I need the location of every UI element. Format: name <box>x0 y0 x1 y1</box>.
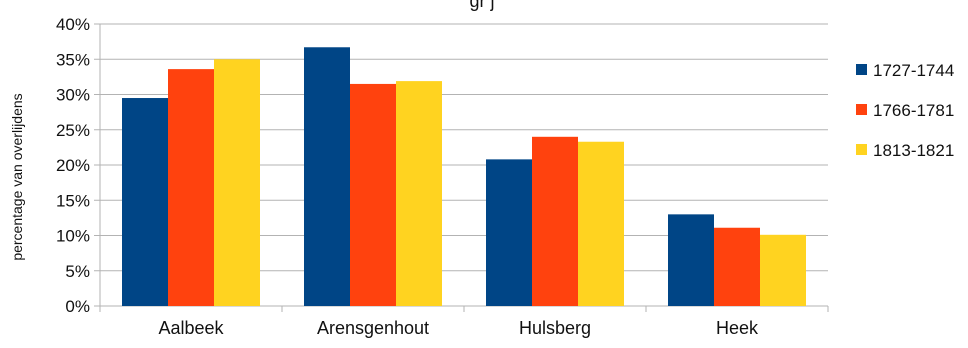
y-tick-label: 40% <box>56 15 90 34</box>
bar <box>304 47 350 306</box>
legend-swatch <box>856 144 867 155</box>
bar <box>578 141 624 306</box>
bar <box>760 234 806 306</box>
bar <box>486 159 532 306</box>
bar <box>168 69 214 307</box>
y-axis-title: percentage van overlijdens <box>9 93 25 260</box>
legend-label: 1766-1781 <box>873 101 954 120</box>
bar <box>122 98 168 307</box>
x-category-label: Hulsberg <box>519 318 591 338</box>
x-category-label: Heek <box>716 318 759 338</box>
bar <box>350 83 396 306</box>
legend-label: 1813-1821 <box>873 141 954 160</box>
legend: 1727-1744 1766-1781 1813-1821 <box>856 61 954 160</box>
x-category-label: Aalbeek <box>158 318 224 338</box>
y-tick-label: 0% <box>65 297 90 316</box>
y-tick-label: 10% <box>56 227 90 246</box>
bar <box>396 81 442 306</box>
legend-swatch <box>856 64 867 75</box>
y-tick-label: 35% <box>56 50 90 69</box>
y-tick-label: 25% <box>56 121 90 140</box>
legend-swatch <box>856 104 867 115</box>
bar <box>668 214 714 306</box>
y-tick-label: 30% <box>56 86 90 105</box>
bar <box>714 227 760 306</box>
axes: 0% 5% 10% 15% 20% 25% 30% 35% 40% Aalbeek Arensgen… <box>56 15 829 338</box>
y-tick-label: 20% <box>56 156 90 175</box>
legend-label: 1727-1744 <box>873 61 954 80</box>
bars <box>122 47 806 307</box>
chart-title: gr j <box>469 0 494 11</box>
x-category-label: Arensgenhout <box>317 318 429 338</box>
bar <box>532 136 578 306</box>
y-tick-label: 15% <box>56 191 90 210</box>
bar <box>214 59 260 306</box>
y-tick-label: 5% <box>65 262 90 281</box>
